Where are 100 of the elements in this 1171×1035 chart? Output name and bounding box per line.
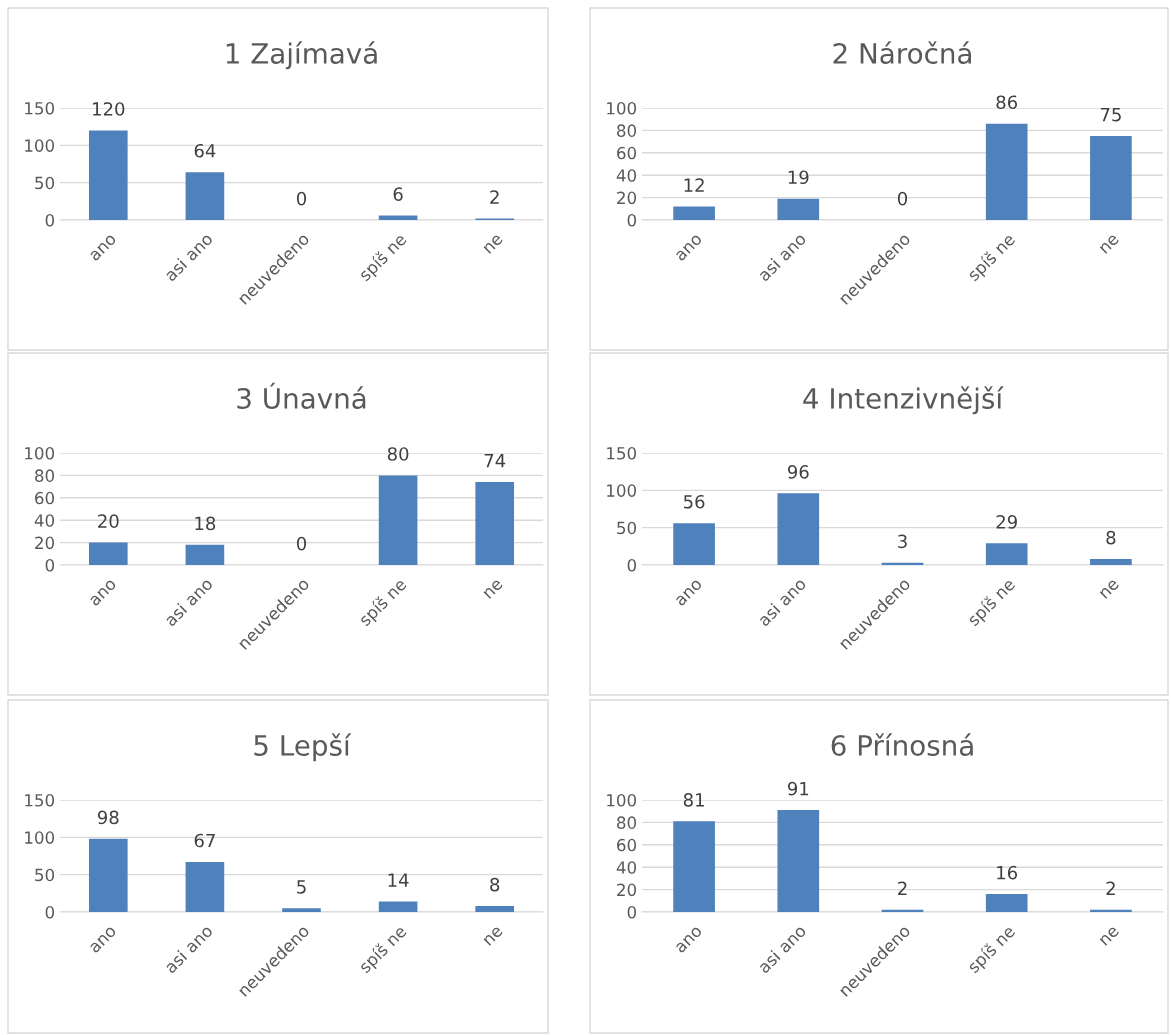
bar xyxy=(185,544,225,565)
data-label: 64 xyxy=(194,143,216,158)
bar xyxy=(673,821,715,912)
y-tick-label: 50 xyxy=(617,521,637,535)
data-label: 2 xyxy=(1106,881,1115,895)
y-tick-label: 150 xyxy=(607,446,637,460)
y-tick-label: 0 xyxy=(45,558,55,572)
data-label: 96 xyxy=(787,465,809,479)
data-label: 91 xyxy=(787,781,809,796)
data-label: 8 xyxy=(490,877,500,892)
x-tick-label: asi ano xyxy=(756,923,807,974)
y-tick-label: 20 xyxy=(35,536,55,550)
bar xyxy=(985,123,1028,220)
data-label: 74 xyxy=(484,454,506,468)
bar xyxy=(673,523,715,565)
bar xyxy=(88,838,128,912)
y-tick-label: 100 xyxy=(607,484,637,497)
y-tick-label: 40 xyxy=(34,514,55,527)
y-tick-label: 0 xyxy=(627,213,637,227)
data-label: 75 xyxy=(1100,107,1121,122)
data-label: 2 xyxy=(490,190,499,204)
data-label: 0 xyxy=(296,536,307,551)
bar xyxy=(185,172,225,220)
x-tick-label: ano xyxy=(675,234,703,262)
y-tick-label: 100 xyxy=(25,446,55,460)
bar xyxy=(185,861,225,912)
y-tick-label: 0 xyxy=(627,905,637,919)
data-label: 0 xyxy=(296,191,307,206)
data-label: 14 xyxy=(388,873,409,887)
y-tick-label: 150 xyxy=(25,793,55,807)
chart-title: 3 Únavná xyxy=(237,382,366,409)
x-tick-label: ne xyxy=(483,234,504,254)
data-label: 18 xyxy=(195,516,216,531)
y-tick-label: 20 xyxy=(617,191,637,205)
y-tick-label: 80 xyxy=(35,469,55,482)
y-tick-label: 100 xyxy=(25,139,55,152)
y-tick-label: 60 xyxy=(617,838,637,852)
y-tick-label: 100 xyxy=(607,793,637,807)
bar xyxy=(88,542,128,565)
x-tick-label: ano xyxy=(89,579,117,607)
bar xyxy=(1090,559,1132,565)
data-label: 98 xyxy=(97,810,119,825)
chart-title: 4 Intenzivnější xyxy=(803,386,1004,415)
data-label: 120 xyxy=(93,102,125,116)
bar xyxy=(378,901,418,912)
chart-title: 5 Lepší xyxy=(254,733,352,762)
bar xyxy=(475,482,515,565)
x-tick-label: asi ano xyxy=(163,231,214,282)
data-label: 2 xyxy=(898,881,907,895)
x-tick-label: asi ano xyxy=(163,923,214,974)
y-tick-label: 20 xyxy=(617,883,637,897)
y-tick-label: 60 xyxy=(617,146,637,160)
chart-title: 2 Náročná xyxy=(833,41,971,64)
bar xyxy=(475,906,515,912)
x-tick-label: ne xyxy=(483,579,504,599)
data-label: 86 xyxy=(996,95,1018,110)
bar xyxy=(673,206,715,220)
bar xyxy=(378,475,418,565)
x-tick-label: ano xyxy=(675,926,703,954)
y-tick-label: 0 xyxy=(45,905,55,919)
x-tick-label: ano xyxy=(89,926,117,954)
x-tick-label: ano xyxy=(89,234,117,262)
data-label: 8 xyxy=(1106,530,1116,545)
chart-title: 1 Zajímavá xyxy=(226,41,377,70)
bar xyxy=(777,493,820,565)
x-tick-label: ne xyxy=(483,926,504,946)
x-tick-label: asi ano xyxy=(163,576,214,627)
x-tick-label: ano xyxy=(675,579,703,607)
y-tick-label: 80 xyxy=(617,816,637,829)
bar xyxy=(282,908,321,912)
y-tick-label: 40 xyxy=(616,169,637,182)
bar xyxy=(985,543,1028,565)
x-tick-label: ne xyxy=(1099,926,1120,946)
y-tick-label: 40 xyxy=(616,861,637,874)
x-tick-label: ne xyxy=(1099,234,1120,254)
y-tick-label: 0 xyxy=(45,213,55,227)
data-label: 20 xyxy=(98,514,119,528)
data-label: 6 xyxy=(393,187,403,201)
y-tick-label: 80 xyxy=(617,124,637,137)
data-label: 16 xyxy=(997,865,1018,880)
y-tick-label: 50 xyxy=(35,868,55,882)
y-tick-label: 0 xyxy=(627,558,637,572)
bar xyxy=(1090,909,1132,912)
data-label: 81 xyxy=(683,793,704,807)
bar xyxy=(777,198,820,220)
x-tick-label: ne xyxy=(1099,579,1120,599)
y-tick-label: 60 xyxy=(35,491,55,505)
data-label: 56 xyxy=(684,494,705,509)
bar xyxy=(985,894,1028,912)
y-tick-label: 50 xyxy=(35,176,55,190)
x-tick-label: asi ano xyxy=(756,231,807,282)
data-label: 0 xyxy=(897,191,908,206)
data-label: 29 xyxy=(996,515,1017,529)
y-tick-label: 100 xyxy=(25,831,55,844)
data-label: 80 xyxy=(387,447,409,461)
x-tick-label: asi ano xyxy=(756,576,807,627)
data-label: 19 xyxy=(788,170,809,185)
bar xyxy=(777,810,820,912)
data-label: 12 xyxy=(684,178,704,192)
data-label: 3 xyxy=(898,534,907,549)
